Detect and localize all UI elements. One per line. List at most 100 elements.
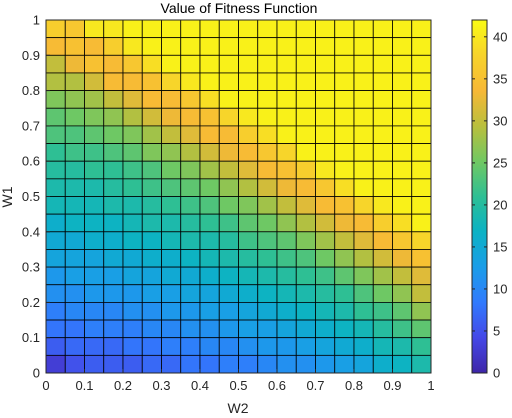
heatmap-cell: [45, 107, 66, 127]
heatmap-cell: [64, 107, 85, 127]
heatmap-cell: [238, 125, 259, 144]
heatmap-cell: [315, 107, 336, 127]
heatmap-cell: [218, 160, 239, 180]
heatmap-cell: [315, 284, 336, 303]
heatmap-cell: [295, 354, 316, 374]
heatmap-cell: [315, 19, 336, 39]
heatmap-cell: [295, 125, 316, 144]
heatmap-cell: [411, 354, 432, 374]
heatmap-cell: [161, 178, 182, 197]
heatmap-cell: [84, 37, 105, 56]
heatmap-cell: [315, 160, 336, 180]
heatmap-cell: [276, 72, 297, 91]
heatmap-cell: [64, 125, 85, 144]
heatmap-cell: [218, 249, 239, 268]
heatmap-cell: [315, 266, 336, 286]
heatmap-cell: [353, 19, 374, 39]
heatmap-cell: [334, 143, 355, 162]
heatmap-cell: [334, 90, 355, 109]
heatmap-cell: [218, 266, 239, 286]
heatmap-cell: [295, 266, 316, 286]
heatmap-cell: [180, 37, 201, 56]
heatmap-cell: [180, 196, 201, 215]
heatmap-cell: [161, 125, 182, 144]
heatmap-cell: [372, 301, 393, 321]
heatmap-cell: [276, 249, 297, 268]
heatmap-cell: [141, 231, 162, 250]
heatmap-cell: [180, 231, 201, 250]
heatmap-cell: [64, 37, 85, 56]
heatmap-cell: [257, 178, 278, 197]
heatmap-cell: [295, 284, 316, 303]
y-tick-label: 0.4: [22, 224, 40, 239]
heatmap-cell: [276, 284, 297, 303]
heatmap-cell: [84, 107, 105, 127]
heatmap-cell: [45, 196, 66, 215]
heatmap-cell: [276, 354, 297, 374]
heatmap-cell: [45, 37, 66, 56]
heatmap-cell: [103, 143, 124, 162]
heatmap-cell: [199, 90, 220, 109]
heatmap-cell: [141, 354, 162, 374]
heatmap-cell: [315, 90, 336, 109]
heatmap-cell: [161, 196, 182, 215]
heatmap-cell: [334, 266, 355, 286]
heatmap-cell: [392, 337, 413, 356]
heatmap-cell: [199, 231, 220, 250]
heatmap-cell: [103, 266, 124, 286]
heatmap-cell: [141, 301, 162, 321]
heatmap-cell: [141, 213, 162, 233]
heatmap-cell: [180, 19, 201, 39]
heatmap-cell: [161, 337, 182, 356]
x-tick-label: 1: [427, 378, 434, 393]
heatmap-cell: [199, 337, 220, 356]
heatmap-cell: [353, 319, 374, 339]
heatmap-cell: [257, 354, 278, 374]
heatmap-cell: [315, 213, 336, 233]
heatmap-cell: [334, 178, 355, 197]
heatmap-cell: [353, 284, 374, 303]
heatmap-cell: [103, 90, 124, 109]
heatmap-cell: [411, 125, 432, 144]
heatmap-cell: [180, 90, 201, 109]
heatmap-cell: [276, 90, 297, 109]
colorbar-tick-label: 25: [493, 155, 507, 170]
heatmap-cell: [257, 72, 278, 91]
y-tick-label: 0.1: [22, 330, 40, 345]
heatmap-cell: [218, 178, 239, 197]
heatmap-cell: [353, 90, 374, 109]
heatmap-cell: [238, 337, 259, 356]
heatmap-cell: [392, 72, 413, 91]
heatmap-cell: [103, 19, 124, 39]
heatmap-cell: [392, 19, 413, 39]
heatmap-cell: [141, 196, 162, 215]
heatmap-cell: [257, 319, 278, 339]
heatmap-cell: [372, 284, 393, 303]
heatmap-cell: [334, 37, 355, 56]
heatmap-cell: [392, 107, 413, 127]
heatmap-cell: [372, 249, 393, 268]
heatmap-cell: [238, 284, 259, 303]
heatmap-cell: [141, 143, 162, 162]
heatmap-cell: [84, 160, 105, 180]
heatmap-cell: [238, 354, 259, 374]
heatmap-cell: [84, 178, 105, 197]
heatmap-cell: [295, 54, 316, 74]
heatmap-cell: [122, 249, 143, 268]
heatmap-cell: [257, 19, 278, 39]
heatmap-cell: [257, 249, 278, 268]
heatmap-cell: [199, 37, 220, 56]
heatmap-cell: [372, 213, 393, 233]
heatmap-cell: [45, 178, 66, 197]
heatmap-cell: [372, 231, 393, 250]
heatmap-cell: [45, 213, 66, 233]
heatmap-cell: [353, 337, 374, 356]
heatmap-cell: [161, 107, 182, 127]
heatmap-cell: [334, 54, 355, 74]
y-tick-label: 0.7: [22, 118, 40, 133]
heatmap-cell: [372, 125, 393, 144]
heatmap-cell: [180, 72, 201, 91]
heatmap-cell: [64, 266, 85, 286]
heatmap-cell: [238, 37, 259, 56]
heatmap-cell: [372, 54, 393, 74]
